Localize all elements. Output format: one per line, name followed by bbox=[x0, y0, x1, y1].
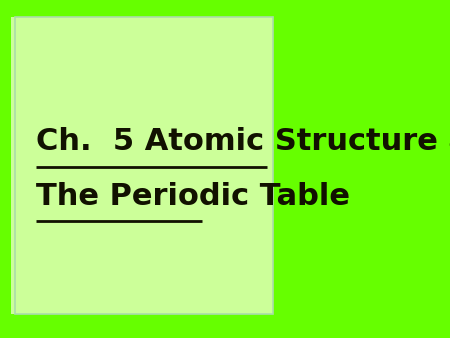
Text: The Periodic Table: The Periodic Table bbox=[36, 182, 350, 211]
Bar bbox=[15, 17, 273, 314]
Text: Ch.  5 Atomic Structure and: Ch. 5 Atomic Structure and bbox=[36, 127, 450, 156]
Bar bbox=[10, 17, 15, 314]
